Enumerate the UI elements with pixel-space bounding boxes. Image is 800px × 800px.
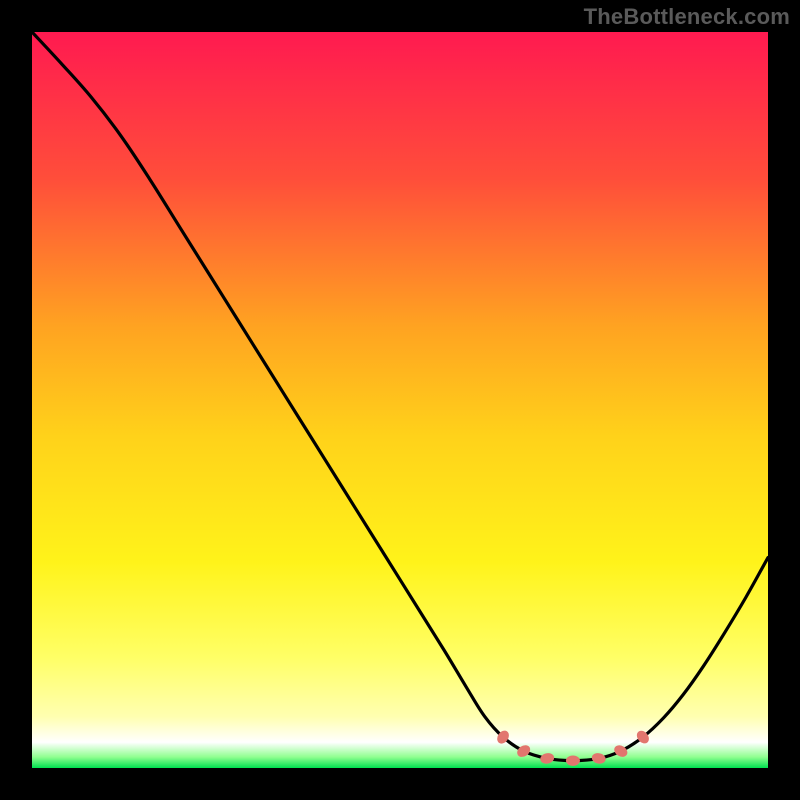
chart-frame: TheBottleneck.com bbox=[0, 0, 800, 800]
gradient-background bbox=[32, 32, 768, 768]
plot-area bbox=[32, 32, 768, 768]
attribution-label: TheBottleneck.com bbox=[584, 4, 790, 30]
optimal-marker bbox=[566, 755, 580, 765]
bottleneck-curve-chart bbox=[32, 32, 768, 768]
